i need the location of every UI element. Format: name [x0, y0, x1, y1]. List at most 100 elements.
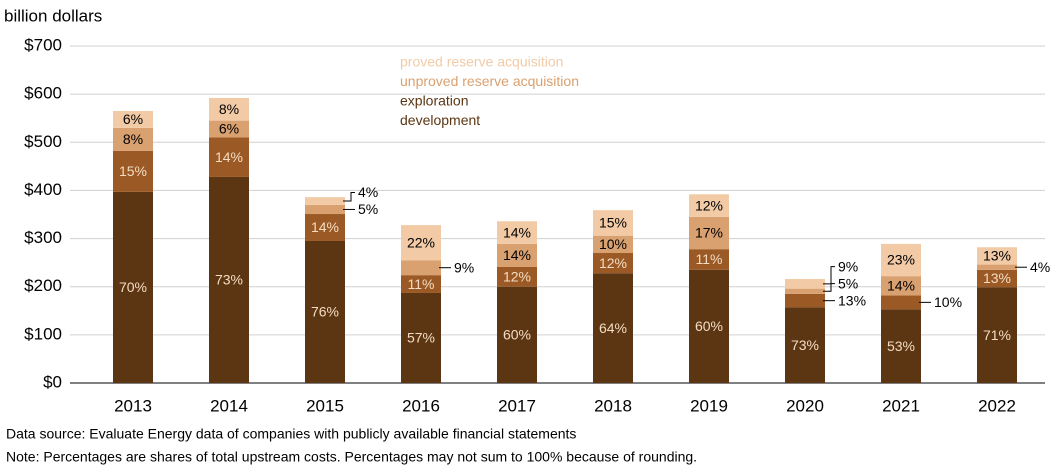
bar-segment: [401, 225, 441, 261]
bar-segment: [977, 247, 1017, 265]
bar-segment: [593, 235, 633, 254]
data-label: 4%: [1030, 259, 1050, 275]
data-label: 9%: [454, 259, 474, 275]
data-label: 10%: [599, 236, 627, 252]
bar-segment: [785, 279, 825, 289]
y-tick-label: $500: [24, 132, 62, 151]
data-label: 17%: [695, 225, 723, 241]
bar-segment: [689, 249, 729, 270]
data-label: 57%: [407, 330, 435, 346]
legend-entry: development: [400, 112, 480, 128]
leader-line: [343, 191, 355, 202]
data-label: 14%: [311, 219, 339, 235]
data-label: 14%: [503, 247, 531, 263]
data-label: 12%: [599, 255, 627, 271]
data-label: 13%: [838, 292, 866, 308]
x-tick-label: 2019: [690, 396, 728, 415]
data-label: 5%: [358, 201, 378, 217]
bar-segment: [209, 97, 249, 121]
bar-segment: [689, 194, 729, 217]
bar-segment: [689, 269, 729, 383]
x-tick-label: 2014: [210, 396, 248, 415]
data-label: 23%: [887, 252, 915, 268]
data-label: 14%: [215, 149, 243, 165]
y-tick-label: $700: [24, 35, 62, 54]
data-label: 73%: [215, 272, 243, 288]
bar-segment: [497, 286, 537, 383]
y-tick-label: $200: [24, 276, 62, 295]
data-label: 11%: [696, 251, 723, 267]
data-label: 14%: [503, 224, 531, 240]
x-tick-label: 2013: [114, 396, 152, 415]
note: Note: Percentages are shares of total up…: [6, 449, 697, 465]
bar-segment: [785, 307, 825, 383]
bar-segment: [881, 309, 921, 383]
data-label: 13%: [983, 270, 1011, 286]
data-label: 15%: [119, 163, 147, 179]
bar-segment: [593, 253, 633, 274]
bar-segment: [977, 264, 1017, 270]
data-label: 12%: [695, 197, 723, 213]
x-tick-label: 2015: [306, 396, 344, 415]
bar-segment: [785, 293, 825, 308]
x-tick-label: 2020: [786, 396, 824, 415]
bar-segment: [209, 137, 249, 177]
y-tick-label: $100: [24, 324, 62, 343]
bar-segment: [977, 269, 1017, 288]
data-label: 53%: [887, 338, 915, 354]
data-label: 73%: [791, 337, 819, 353]
bar-segment: [209, 176, 249, 383]
data-label: 10%: [934, 294, 962, 310]
bar-segment: [785, 288, 825, 294]
data-label: 76%: [311, 304, 339, 320]
data-label: 9%: [838, 258, 858, 274]
bar-segment: [305, 204, 345, 215]
bar-segment: [593, 273, 633, 383]
data-label: 60%: [695, 318, 723, 334]
x-tick-label: 2022: [978, 396, 1016, 415]
bar-segment: [881, 295, 921, 310]
leader-line: [823, 266, 835, 285]
note: Data source: Evaluate Energy data of com…: [6, 426, 576, 442]
x-tick-label: 2016: [402, 396, 440, 415]
legend-entry: unproved reserve acquisition: [400, 73, 579, 89]
bar-segment: [305, 240, 345, 383]
bar-segment: [497, 266, 537, 287]
legend-entry: proved reserve acquisition: [400, 54, 563, 70]
data-label: 60%: [503, 327, 531, 343]
data-label: 8%: [123, 131, 143, 147]
data-label: 64%: [599, 320, 627, 336]
bar-segment: [881, 276, 921, 296]
y-tick-label: $600: [24, 84, 62, 103]
bar-segment: [401, 275, 441, 293]
bar-segment: [977, 287, 1017, 383]
bar-segment: [401, 260, 441, 276]
data-label: 4%: [358, 184, 378, 200]
data-label: 71%: [983, 327, 1011, 343]
bar-segment: [401, 292, 441, 383]
bar-segment: [209, 120, 249, 138]
data-label: 15%: [599, 215, 627, 231]
bar-segment: [497, 243, 537, 267]
y-axis-label: billion dollars: [4, 6, 102, 25]
y-tick-label: $400: [24, 180, 62, 199]
data-label: 14%: [887, 277, 915, 293]
bar-segment: [305, 197, 345, 205]
bar-segment: [881, 243, 921, 277]
data-label: 11%: [408, 276, 435, 292]
leader-line: [823, 283, 835, 292]
bar-segment: [113, 127, 153, 151]
x-tick-label: 2018: [594, 396, 632, 415]
data-label: 5%: [838, 275, 858, 291]
y-tick-label: $0: [43, 372, 62, 391]
x-tick-label: 2017: [498, 396, 536, 415]
data-label: 8%: [219, 101, 239, 117]
legend-entry: exploration: [400, 93, 469, 109]
data-label: 22%: [407, 234, 435, 250]
x-tick-label: 2021: [882, 396, 920, 415]
bar-segment: [593, 210, 633, 236]
data-label: 13%: [983, 248, 1011, 264]
data-label: 6%: [219, 121, 239, 137]
bar-segment: [689, 216, 729, 250]
